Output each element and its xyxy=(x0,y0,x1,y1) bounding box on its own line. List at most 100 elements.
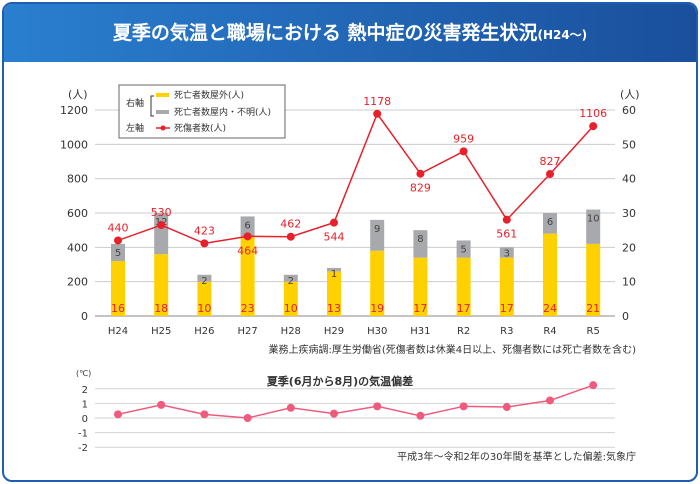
bar-indoor xyxy=(197,274,212,282)
line-point xyxy=(114,236,122,245)
legend-right-axis: 右軸 xyxy=(126,97,144,109)
bar-outdoor xyxy=(499,257,514,316)
bar-outdoor-label: 10 xyxy=(197,302,211,315)
source-note-1: 業務上疾病調:厚生労働省(死傷者数は休業4日以上、死傷者数には死亡者数を含む) xyxy=(268,343,636,356)
bar-indoor-label: 5 xyxy=(460,244,466,255)
temp-point xyxy=(502,403,511,412)
line-point xyxy=(589,122,598,131)
bar-indoor-label: 8 xyxy=(417,234,423,245)
line-point xyxy=(459,147,468,156)
bar-outdoor xyxy=(543,233,557,316)
bar-outdoor-label: 23 xyxy=(241,302,255,315)
right-tick-label: 50 xyxy=(622,138,636,151)
line-data-label: 530 xyxy=(151,206,172,219)
bar-outdoor xyxy=(586,243,601,316)
bar-indoor-label: 2 xyxy=(201,276,207,287)
right-axis-unit: (人) xyxy=(620,88,640,101)
bar-indoor xyxy=(111,243,125,262)
right-tick-label: 60 xyxy=(622,104,636,117)
temp-title: 夏季(6月から8月)の気温偏差 xyxy=(267,374,413,388)
temp-point xyxy=(589,381,598,390)
temp-point xyxy=(157,400,166,409)
right-tick-label: 20 xyxy=(622,241,636,254)
line-data-label: 423 xyxy=(194,224,215,237)
left-tick-label: 600 xyxy=(67,207,88,220)
line-data-label: 462 xyxy=(280,218,301,231)
temp-line xyxy=(117,384,594,419)
bar-indoor-label: 5 xyxy=(115,248,121,259)
bar-indoor xyxy=(327,267,341,272)
legend-swatch-indoor xyxy=(156,110,169,114)
bar-outdoor xyxy=(240,237,255,316)
x-tick-label: R2 xyxy=(457,326,470,337)
line-point xyxy=(200,239,209,248)
bar-outdoor-label: 13 xyxy=(327,302,341,315)
bar-indoor-label: 1 xyxy=(331,269,337,280)
legend-left-axis: 左軸 xyxy=(126,122,144,134)
bar-indoor xyxy=(499,247,514,258)
line-data-label: 464 xyxy=(237,244,258,257)
line-point xyxy=(243,232,252,241)
bar-indoor-label: 6 xyxy=(244,220,250,231)
line-point xyxy=(157,221,166,230)
line-point xyxy=(416,169,425,178)
bar-outdoor-label: 19 xyxy=(370,302,384,315)
bar-outdoor-label: 10 xyxy=(284,302,298,315)
line-data-label: 827 xyxy=(540,155,561,168)
x-tick-label: R5 xyxy=(587,326,600,337)
x-tick-label: H29 xyxy=(324,326,344,337)
bar-outdoor-label: 17 xyxy=(413,302,427,315)
line-point xyxy=(546,170,554,179)
legend-indoor: 死亡者数屋内・不明(人) xyxy=(174,106,271,118)
right-tick-label: 0 xyxy=(622,310,629,323)
temp-tick-label: 1 xyxy=(82,399,88,410)
temp-tick-label: -2 xyxy=(78,443,88,454)
temp-point xyxy=(243,414,252,422)
bar-indoor xyxy=(283,274,298,282)
temp-point xyxy=(286,403,295,412)
bar-indoor xyxy=(413,230,428,258)
line-point xyxy=(502,215,511,224)
temp-tick-label: 0 xyxy=(82,414,88,425)
bar-indoor-label: 2 xyxy=(288,276,294,287)
x-tick-label: H31 xyxy=(410,326,430,337)
bar-indoor xyxy=(586,209,601,244)
line-data-label: 561 xyxy=(496,228,517,241)
temp-point xyxy=(200,410,209,419)
temp-point xyxy=(459,402,468,411)
line-data-label: 829 xyxy=(410,182,431,195)
bar-outdoor xyxy=(154,254,169,316)
temp-unit: (℃) xyxy=(76,369,91,378)
left-tick-label: 1000 xyxy=(60,138,88,151)
temp-point xyxy=(546,396,554,405)
bar-indoor-label: 10 xyxy=(587,214,600,225)
left-tick-label: 1200 xyxy=(60,104,88,117)
left-tick-label: 200 xyxy=(67,276,88,289)
x-tick-label: H26 xyxy=(194,326,214,337)
bar-indoor-label: 9 xyxy=(374,224,380,235)
line-point xyxy=(286,232,295,241)
left-tick-label: 400 xyxy=(67,241,88,254)
temp-point xyxy=(373,402,382,411)
bar-indoor-label: 3 xyxy=(504,248,510,259)
bar-outdoor-label: 24 xyxy=(543,302,557,315)
temp-point xyxy=(416,411,425,420)
bar-indoor xyxy=(456,240,471,258)
source-note-2: 平成3年〜令和2年の30年間を基準とした偏差:気象庁 xyxy=(397,450,636,463)
bar-indoor xyxy=(240,216,255,238)
line-casualties xyxy=(117,112,594,245)
bar-outdoor-label: 17 xyxy=(457,302,471,315)
line-point xyxy=(330,218,338,227)
page-title: 夏季の気温と職場における 熱中症の災害発生状況(H24〜) xyxy=(4,4,696,62)
bar-outdoor-label: 17 xyxy=(500,302,514,315)
bar-outdoor xyxy=(327,271,341,316)
temp-point xyxy=(330,409,338,418)
bar-indoor-label: 6 xyxy=(547,217,553,228)
line-data-label: 440 xyxy=(108,221,129,234)
bar-outdoor xyxy=(283,281,298,316)
right-tick-label: 10 xyxy=(622,276,636,289)
bar-outdoor xyxy=(413,257,428,316)
temp-point xyxy=(114,410,122,419)
title-text: 夏季の気温と職場における 熱中症の災害発生状況 xyxy=(112,22,538,44)
